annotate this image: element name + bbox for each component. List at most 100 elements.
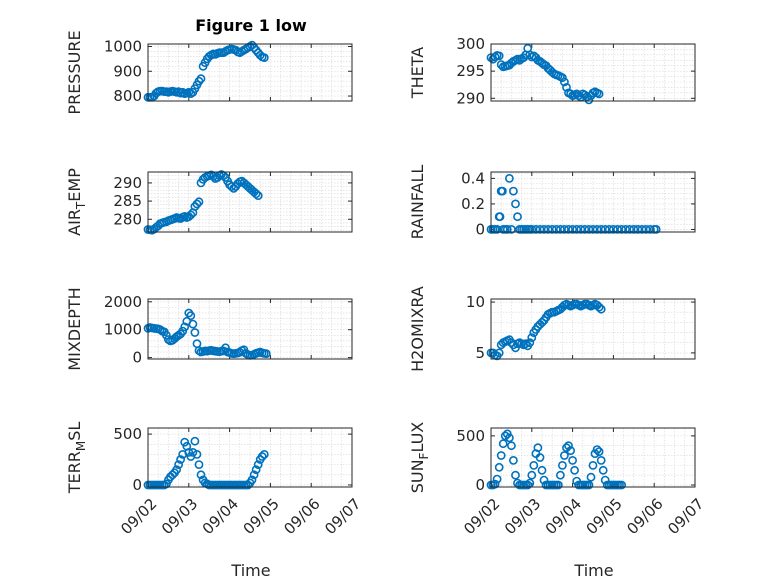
data-point bbox=[535, 224, 545, 234]
data-point bbox=[196, 470, 206, 480]
data-point bbox=[190, 436, 200, 446]
subplot-pressure: 800 900 1000 PRESSURE bbox=[65, 30, 353, 115]
data-point bbox=[178, 326, 188, 336]
data-point bbox=[533, 443, 543, 453]
x-tick-label: 09/05 bbox=[583, 495, 626, 538]
data-point bbox=[641, 224, 651, 234]
y-tick-label: 0 bbox=[475, 220, 485, 238]
y-tick-label: 5 bbox=[475, 344, 485, 362]
x-tick-label: 09/03 bbox=[158, 495, 201, 538]
data-point bbox=[562, 83, 571, 92]
x-tick-label: 09/06 bbox=[623, 495, 666, 538]
data-point bbox=[492, 224, 502, 234]
data-point bbox=[584, 95, 594, 105]
y-tick-label: 0 bbox=[475, 476, 485, 494]
data-point bbox=[496, 60, 506, 69]
data-point bbox=[576, 224, 586, 234]
data-point bbox=[529, 460, 539, 470]
y-axis-label: THETA bbox=[408, 47, 427, 99]
data-point bbox=[560, 451, 569, 460]
data-point bbox=[192, 449, 202, 459]
subplot-mixdepth: 0 1000 2000 MIXDEPTH bbox=[65, 287, 353, 371]
data-point bbox=[176, 455, 185, 464]
axes-box bbox=[490, 427, 696, 488]
data-point bbox=[509, 186, 518, 196]
data-point bbox=[586, 472, 596, 482]
y-tick-label: 290 bbox=[456, 89, 485, 107]
data-point bbox=[596, 224, 606, 234]
axes-box bbox=[147, 43, 353, 102]
y-tick-label: 0.2 bbox=[461, 195, 485, 213]
data-point bbox=[498, 439, 508, 449]
y-axis-label: TERRMSL bbox=[65, 422, 88, 495]
y-axis-label: SUNFLUX bbox=[408, 422, 431, 494]
data-point bbox=[570, 465, 579, 475]
data-point bbox=[564, 441, 573, 451]
data-point bbox=[261, 349, 271, 359]
data-point bbox=[251, 465, 261, 475]
data-point bbox=[556, 224, 565, 234]
subplot-sun_flux: 0 500 SUNFLUX 09/0209/0309/0409/0509/0609/0… bbox=[408, 422, 707, 538]
data-point bbox=[494, 348, 504, 358]
x-tick-label: 09/06 bbox=[280, 495, 323, 538]
data-point bbox=[592, 445, 602, 454]
data-point bbox=[547, 224, 557, 234]
y-tick-label: 285 bbox=[113, 192, 142, 210]
data-point bbox=[566, 446, 575, 455]
data-point bbox=[174, 460, 183, 469]
data-point bbox=[572, 224, 582, 234]
data-point bbox=[188, 447, 198, 457]
y-tick-label: 500 bbox=[113, 425, 142, 443]
data-point bbox=[535, 453, 545, 462]
data-point bbox=[621, 224, 630, 234]
data-point bbox=[513, 212, 522, 222]
x-tick-label: 09/07 bbox=[321, 495, 364, 538]
data-point bbox=[257, 452, 267, 461]
x-tick-label: 09/05 bbox=[240, 495, 283, 538]
data-point bbox=[598, 465, 608, 475]
data-point bbox=[574, 91, 584, 100]
data-point bbox=[188, 319, 198, 329]
x-tick-label: 09/07 bbox=[664, 495, 707, 538]
y-axis-label: H2OMIXRA bbox=[408, 286, 427, 372]
subplot-h2omixra: 5 10 H2OMIXRA bbox=[408, 286, 696, 372]
data-point bbox=[539, 224, 549, 234]
data-point bbox=[594, 302, 604, 312]
data-point bbox=[558, 460, 567, 470]
data-point bbox=[594, 89, 604, 99]
data-point bbox=[259, 449, 269, 459]
data-point bbox=[594, 447, 604, 456]
data-point bbox=[259, 53, 269, 62]
y-tick-label: 280 bbox=[113, 210, 142, 228]
y-tick-label: 900 bbox=[113, 62, 142, 80]
data-point bbox=[194, 197, 204, 207]
y-tick-label: 300 bbox=[456, 35, 485, 53]
y-tick-label: 0.4 bbox=[461, 169, 485, 187]
axes-box bbox=[490, 298, 696, 360]
data-point bbox=[527, 224, 537, 234]
x-tick-label: 09/02 bbox=[117, 495, 160, 538]
axes-box bbox=[147, 427, 353, 488]
axes-box bbox=[147, 171, 353, 233]
data-point bbox=[172, 465, 181, 475]
data-point bbox=[625, 224, 635, 234]
data-point bbox=[523, 480, 533, 490]
data-point bbox=[249, 470, 259, 480]
y-axis-label: RAINFALL bbox=[408, 165, 427, 240]
data-point bbox=[600, 224, 610, 234]
data-point bbox=[525, 338, 535, 348]
y-tick-label: 290 bbox=[113, 174, 142, 192]
data-point bbox=[566, 89, 575, 99]
data-point bbox=[645, 224, 655, 234]
data-point bbox=[588, 224, 598, 234]
x-axis-label-right: Time bbox=[573, 561, 613, 580]
data-point bbox=[568, 455, 577, 465]
y-tick-label: 500 bbox=[456, 427, 485, 445]
data-point bbox=[560, 224, 569, 234]
data-point bbox=[194, 460, 204, 469]
data-point bbox=[497, 186, 507, 196]
y-tick-label: 1000 bbox=[104, 321, 142, 339]
y-tick-label: 10 bbox=[466, 293, 485, 311]
